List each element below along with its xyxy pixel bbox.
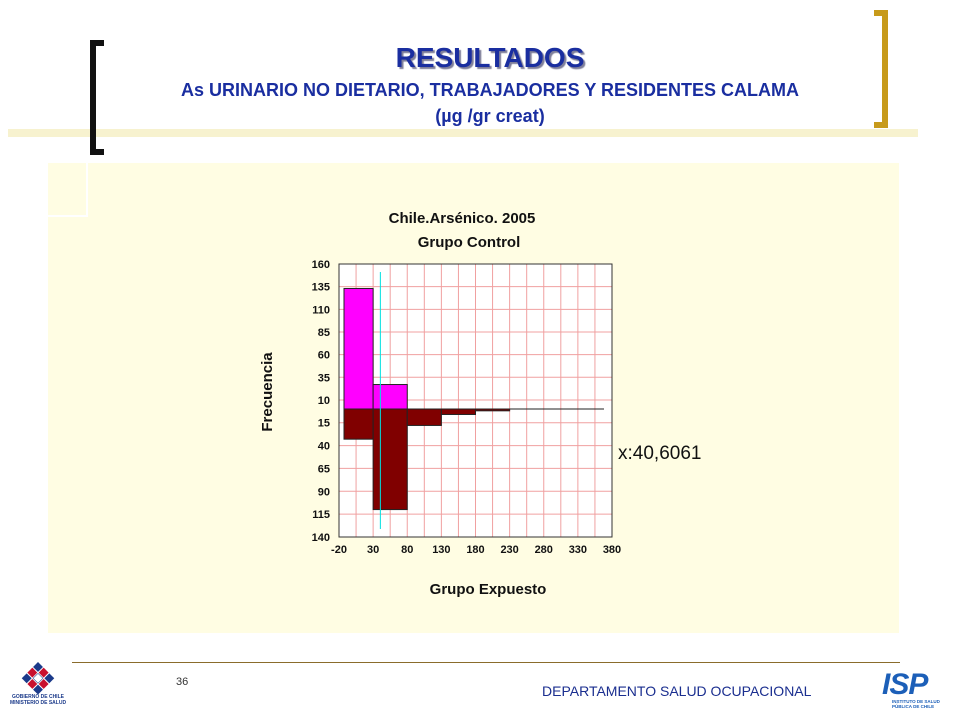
chart-y-axis-label: Frecuencia — [259, 352, 276, 432]
isp-logo-icon: ISP — [882, 668, 928, 701]
slide-units: (µg /gr creat) — [435, 106, 545, 126]
expuesto-bar — [440, 408, 476, 415]
chart-title: Chile.Arsénico. 2005 — [389, 210, 536, 227]
x-tick-label: 30 — [367, 544, 379, 556]
x-tick-label: -20 — [331, 544, 347, 556]
expuesto-bar — [343, 408, 374, 440]
control-bar — [343, 287, 374, 410]
y-tick-label: 40 — [318, 441, 330, 453]
chart-upper-group-label: Grupo Control — [418, 234, 520, 251]
isp-logo-text: INSTITUTO DE SALUD PÚBLICA DE CHILE — [892, 699, 940, 709]
slide-title: RESULTADOS — [395, 42, 585, 73]
y-tick-label: 35 — [318, 372, 330, 384]
left-bracket-decoration — [90, 40, 104, 155]
plot-area: 160 135 110 85 60 35 10 15 40 65 90 115 140-20 30 80 13… — [312, 259, 622, 556]
right-bracket-decoration — [874, 10, 888, 128]
y-tick-label: 85 — [318, 327, 330, 339]
expuesto-bar — [406, 408, 442, 426]
y-tick-label: 10 — [318, 395, 330, 407]
y-tick-label: 140 — [312, 532, 330, 544]
y-tick-label: 15 — [318, 418, 330, 430]
x-tick-label: 380 — [603, 544, 621, 556]
expuesto-bar — [372, 408, 408, 511]
y-tick-label: 115 — [312, 509, 330, 521]
page-number: 36 — [176, 676, 189, 688]
footer-department: DEPARTAMENTO SALUD OCUPACIONAL — [542, 683, 812, 699]
y-tick-label: 60 — [318, 350, 330, 362]
x-tick-label: 280 — [535, 544, 553, 556]
y-tick-label: 160 — [312, 259, 330, 271]
header-band — [0, 0, 960, 135]
header-divider — [8, 129, 918, 137]
y-tick-label: 65 — [318, 463, 330, 475]
x-tick-label: 230 — [500, 544, 518, 556]
control-bar — [372, 384, 408, 410]
panel-corner-decoration — [48, 163, 88, 217]
chart-lower-group-label: Grupo Expuesto — [430, 581, 547, 598]
x-tick-label: 180 — [466, 544, 484, 556]
y-tick-label: 110 — [312, 304, 330, 316]
plot-border — [338, 263, 613, 538]
slide-subtitle: As URINARIO NO DIETARIO, TRABAJADORES Y … — [180, 80, 800, 100]
gobierno-chile-logo-icon — [21, 662, 55, 695]
x-tick-label: 330 — [569, 544, 587, 556]
gobierno-chile-logo-text: GOBIERNO DE CHILE MINISTERIO DE SALUD — [9, 694, 67, 706]
y-tick-label: 90 — [318, 486, 330, 498]
chart-reference-annotation: x:40,6061 — [618, 443, 701, 464]
footer-divider — [72, 662, 900, 663]
y-tick-label: 135 — [312, 282, 330, 294]
x-tick-label: 80 — [401, 544, 413, 556]
x-tick-label: 130 — [432, 544, 450, 556]
